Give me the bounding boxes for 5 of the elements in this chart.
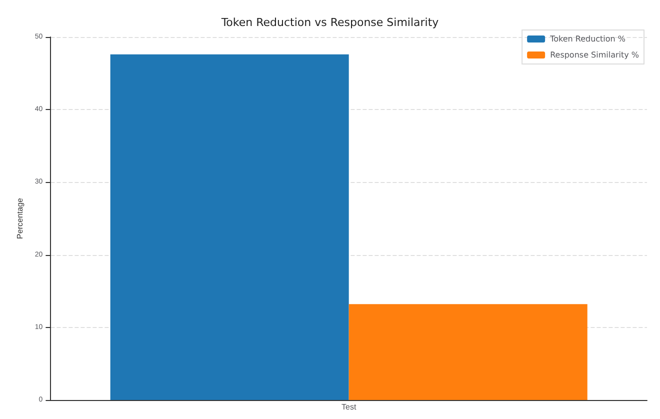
legend-label: Token Reduction %	[549, 34, 626, 44]
x-tick-label: Test	[342, 402, 357, 412]
legend-label: Response Similarity %	[550, 50, 640, 60]
y-axis-title: Percentage	[16, 197, 24, 239]
chart-title: Token Reduction vs Response Similarity	[220, 16, 440, 29]
